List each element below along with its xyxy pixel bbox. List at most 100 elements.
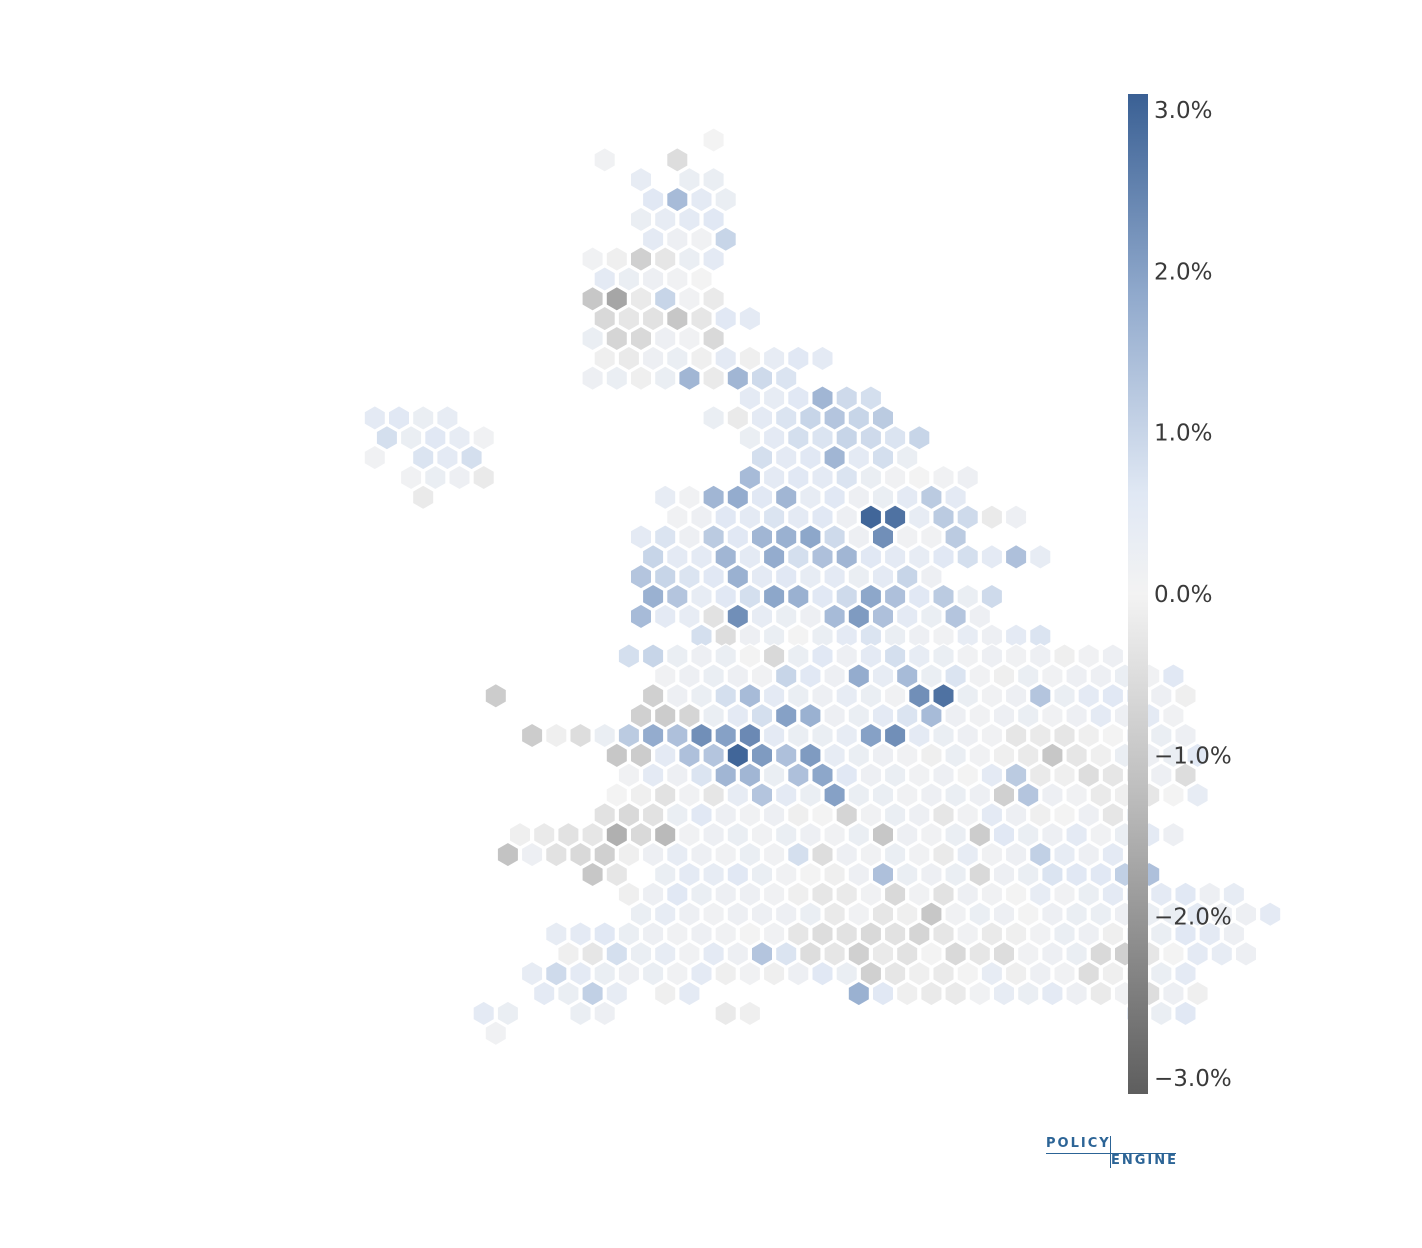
hex-cell[interactable]: [678, 563, 701, 590]
hex-cell[interactable]: [412, 484, 435, 511]
hex-cell[interactable]: [617, 345, 641, 372]
hex-cell[interactable]: [1186, 940, 1209, 967]
hex-cell[interactable]: [532, 821, 556, 848]
hex-cell[interactable]: [895, 524, 919, 550]
hex-cell[interactable]: [653, 484, 677, 511]
hex-cell[interactable]: [738, 802, 762, 828]
hex-cell[interactable]: [883, 504, 907, 531]
hex-cell[interactable]: [847, 940, 871, 967]
hex-cell[interactable]: [617, 960, 641, 987]
hex-cell[interactable]: [702, 742, 725, 769]
hex-cell[interactable]: [714, 643, 737, 669]
hex-cell[interactable]: [666, 226, 689, 253]
hex-cell[interactable]: [641, 841, 665, 868]
hex-cell[interactable]: [714, 345, 737, 372]
hex-cell[interactable]: [932, 960, 955, 987]
hex-cell[interactable]: [1162, 742, 1185, 769]
hex-cell[interactable]: [1065, 940, 1088, 967]
hex-cell[interactable]: [436, 444, 459, 471]
hex-cell[interactable]: [835, 464, 858, 491]
hex-cell[interactable]: [799, 742, 822, 769]
hex-cell[interactable]: [811, 583, 834, 610]
hex-cell[interactable]: [932, 841, 955, 868]
hex-cell[interactable]: [690, 802, 713, 828]
hex-cell[interactable]: [1053, 643, 1076, 669]
hex-cell[interactable]: [605, 861, 629, 888]
hex-cell[interactable]: [774, 901, 798, 928]
hex-cell[interactable]: [750, 603, 774, 630]
hex-cell[interactable]: [738, 464, 762, 491]
hex-cell[interactable]: [726, 742, 750, 769]
hex-cell[interactable]: [557, 821, 580, 848]
hex-cell[interactable]: [823, 861, 846, 888]
hex-cell[interactable]: [702, 166, 725, 193]
hex-cell[interactable]: [992, 742, 1016, 769]
hex-cell[interactable]: [1016, 742, 1040, 769]
hex-cell[interactable]: [811, 762, 834, 789]
hex-cell[interactable]: [1186, 782, 1209, 808]
hex-cell[interactable]: [714, 682, 737, 709]
hex-cell[interactable]: [908, 722, 931, 749]
hex-cell[interactable]: [787, 722, 810, 749]
hex-cell[interactable]: [932, 881, 955, 908]
hex-cell[interactable]: [629, 742, 653, 769]
hex-cell[interactable]: [690, 682, 713, 709]
hex-cell[interactable]: [641, 722, 665, 749]
hex-cell[interactable]: [932, 682, 955, 709]
hex-cell[interactable]: [653, 563, 677, 590]
hex-cell[interactable]: [895, 444, 919, 471]
hex-cell[interactable]: [944, 861, 967, 888]
hex-cell[interactable]: [883, 424, 907, 451]
hex-cell[interactable]: [871, 405, 895, 431]
hex-cell[interactable]: [1029, 960, 1052, 987]
hex-cell[interactable]: [605, 821, 629, 848]
hex-cell[interactable]: [871, 484, 895, 511]
hex-cell[interactable]: [641, 266, 665, 292]
hex-cell[interactable]: [799, 444, 822, 471]
hex-cell[interactable]: [847, 821, 871, 848]
hex-cell[interactable]: [762, 424, 786, 451]
hex-cell[interactable]: [799, 782, 822, 808]
hex-cell[interactable]: [883, 464, 907, 491]
hex-cell[interactable]: [774, 524, 798, 550]
hex-cell[interactable]: [363, 444, 386, 471]
hex-cell[interactable]: [678, 166, 701, 193]
hex-cell[interactable]: [593, 305, 616, 332]
hex-cell[interactable]: [871, 940, 895, 967]
hex-cell[interactable]: [702, 702, 725, 729]
hex-cell[interactable]: [956, 841, 979, 868]
hex-cell[interactable]: [653, 901, 677, 928]
hex-cell[interactable]: [835, 881, 858, 908]
hex-cell[interactable]: [1016, 821, 1040, 848]
hex-cell[interactable]: [545, 960, 568, 987]
hex-cell[interactable]: [811, 722, 834, 749]
hex-cell[interactable]: [702, 663, 725, 689]
hex-cell[interactable]: [1162, 821, 1185, 848]
hex-cell[interactable]: [932, 722, 955, 749]
hex-cell[interactable]: [726, 702, 750, 729]
hex-cell[interactable]: [690, 841, 713, 868]
hex-cell[interactable]: [750, 365, 774, 392]
hex-cell[interactable]: [847, 702, 871, 729]
hex-cell[interactable]: [653, 940, 677, 967]
hex-cell[interactable]: [641, 960, 665, 987]
hex-cell[interactable]: [1004, 682, 1028, 709]
hex-cell[interactable]: [992, 821, 1016, 848]
hex-cell[interactable]: [653, 603, 677, 630]
hex-cell[interactable]: [690, 504, 713, 531]
hex-cell[interactable]: [726, 901, 750, 928]
hex-cell[interactable]: [726, 603, 750, 630]
hex-cell[interactable]: [762, 762, 786, 789]
hex-cell[interactable]: [653, 702, 677, 729]
hex-cell[interactable]: [593, 841, 616, 868]
hex-cell[interactable]: [968, 782, 992, 808]
hex-cell[interactable]: [859, 643, 883, 669]
hex-cell[interactable]: [799, 484, 822, 511]
hex-cell[interactable]: [762, 921, 786, 947]
hex-cell[interactable]: [811, 802, 834, 828]
hex-cell[interactable]: [920, 782, 943, 808]
hex-cell[interactable]: [787, 643, 810, 669]
hex-cell[interactable]: [1065, 821, 1088, 848]
hex-cell[interactable]: [762, 345, 786, 372]
hex-cell[interactable]: [823, 484, 846, 511]
